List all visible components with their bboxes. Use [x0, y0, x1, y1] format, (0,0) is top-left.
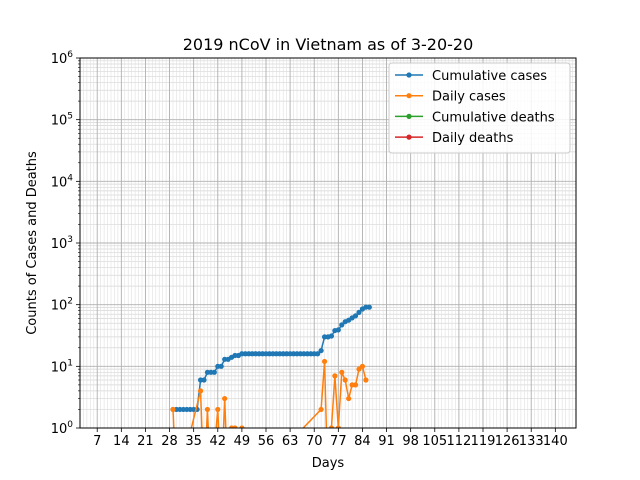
y-tick-label: 103: [51, 235, 73, 252]
x-tick-label: 56: [258, 434, 275, 449]
x-tick-label: 84: [354, 434, 371, 449]
x-axis-label: Days: [312, 456, 345, 471]
data-point: [239, 425, 245, 428]
y-axis-label: Counts of Cases and Deaths: [25, 151, 40, 335]
data-point: [318, 406, 324, 413]
data-point: [356, 309, 362, 315]
y-tick-label: 104: [51, 173, 74, 190]
legend-swatch-marker: [406, 113, 412, 119]
x-tick-label: 7: [93, 434, 101, 449]
x-tick-label: 49: [234, 434, 251, 449]
legend-item: Daily deaths: [395, 131, 514, 146]
data-point: [342, 377, 348, 383]
data-point: [315, 351, 321, 357]
x-tick-label: 105: [422, 434, 447, 449]
data-point: [352, 382, 359, 388]
data-point: [328, 425, 335, 428]
legend-swatch-marker: [406, 134, 412, 140]
data-point: [335, 425, 341, 428]
data-point: [332, 373, 338, 379]
legend-label: Daily deaths: [432, 131, 514, 146]
y-tick-label: 101: [51, 358, 73, 375]
series-layer: [170, 304, 372, 428]
data-point: [201, 377, 207, 383]
data-point: [218, 363, 224, 369]
x-tick-label: 63: [282, 434, 299, 449]
x-tick-label: 91: [378, 434, 395, 449]
y-axis: 100 101 102 103 104 105 106: [51, 50, 80, 437]
data-point: [346, 395, 352, 402]
x-tick-label: 35: [185, 434, 202, 449]
x-axis: 7 14 21 28 35 42 49 56 63 70 77 84 91 98 105 112 119 126 1…: [93, 428, 568, 449]
legend-label: Daily cases: [432, 90, 506, 105]
legend-item: Cumulative cases: [395, 69, 547, 84]
legend: Cumulative cases Daily cases Cumulative de…: [388, 62, 571, 154]
data-point: [318, 347, 324, 354]
x-tick-label: 112: [446, 434, 471, 449]
data-point: [222, 395, 228, 402]
data-point: [204, 406, 211, 413]
x-tick-label: 98: [402, 434, 419, 449]
x-tick-label: 77: [330, 434, 347, 449]
legend-swatch-marker: [406, 93, 412, 99]
x-tick-label: 42: [210, 434, 227, 449]
legend-label: Cumulative cases: [432, 69, 547, 84]
y-tick-label: 100: [51, 420, 74, 437]
data-point: [215, 406, 221, 413]
data-point: [335, 327, 341, 333]
data-point: [197, 388, 204, 394]
data-point: [321, 358, 328, 365]
data-point: [339, 369, 345, 375]
y-tick-label: 106: [51, 50, 74, 67]
data-point: [211, 369, 217, 375]
data-point: [232, 425, 238, 428]
legend-label: Cumulative deaths: [432, 110, 555, 125]
x-tick-label: 126: [495, 434, 520, 449]
data-point: [363, 377, 369, 383]
x-tick-label: 21: [137, 434, 154, 449]
series-daily-cases: [170, 358, 369, 428]
legend-item: Cumulative deaths: [395, 110, 555, 125]
data-point: [170, 406, 176, 413]
y-tick-label: 105: [51, 112, 73, 129]
legend-item: Daily cases: [395, 90, 506, 105]
data-point: [356, 366, 362, 372]
data-point: [328, 333, 335, 339]
x-tick-label: 70: [306, 434, 323, 449]
x-tick-label: 140: [543, 434, 568, 449]
legend-box: [388, 62, 571, 154]
chart-title: 2019 nCoV in Vietnam as of 3-20-20: [183, 35, 474, 54]
y-tick-label: 102: [51, 297, 73, 314]
data-point: [359, 363, 366, 369]
x-tick-label: 14: [113, 434, 130, 449]
x-tick-label: 119: [471, 434, 496, 449]
x-tick-label: 133: [519, 434, 544, 449]
data-point: [339, 322, 345, 328]
x-tick-label: 28: [161, 434, 178, 449]
legend-swatch-marker: [406, 72, 412, 78]
plot-area: 7 14 21 28 35 42 49 56 63 70 77 84 91 98 105 112 119 126 1…: [51, 50, 577, 449]
series-line: [172, 360, 367, 428]
data-point: [366, 304, 372, 310]
data-point: [352, 313, 359, 319]
